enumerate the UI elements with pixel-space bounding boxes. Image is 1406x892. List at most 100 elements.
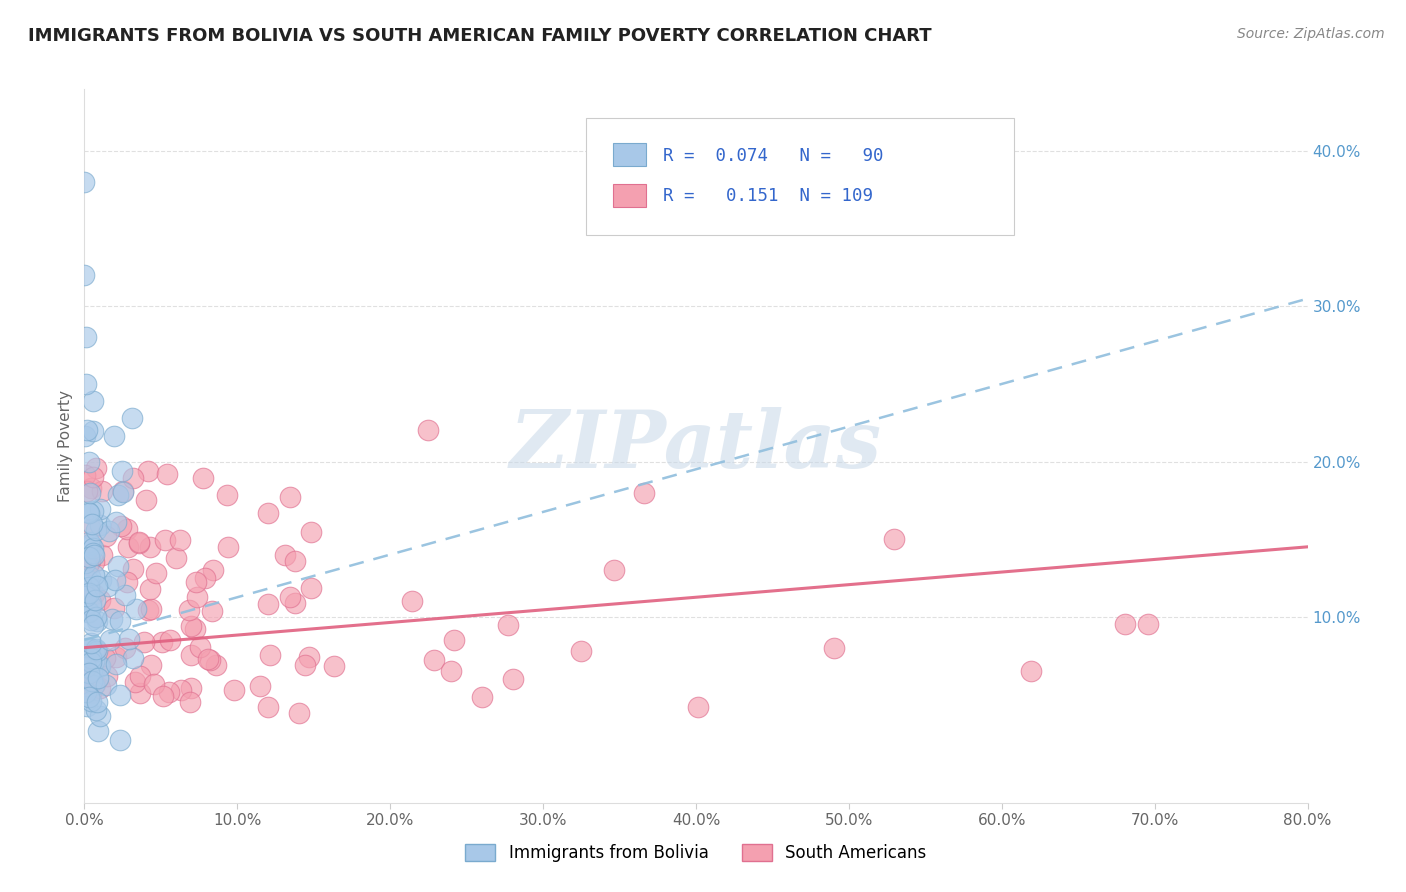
Point [89,592,111,607]
Point [138,582,160,596]
Point [84,609,107,624]
Point [82,541,104,555]
Point [112,484,135,499]
Point [90,484,112,499]
Point [79,570,101,584]
Point [103,600,125,615]
Point [77,573,100,587]
Point [217,541,239,555]
Point [87,671,110,685]
Point [80,613,103,627]
Point [108,688,131,702]
Point [186,590,208,604]
Point [284,554,307,568]
Point [114,588,136,602]
Point [91,549,114,563]
Point [177,602,200,616]
Point [83,548,105,562]
Point [110,615,132,629]
Point [114,641,136,656]
Point [73,468,96,483]
Point [83,555,105,569]
Point [83,676,105,690]
Point [418,424,440,438]
Point [323,659,346,673]
Point [86,615,108,629]
Point [84,644,107,658]
Point [299,524,322,539]
Point [128,669,150,683]
Point [165,550,187,565]
Point [108,733,131,747]
Point [294,657,316,672]
Point [80,651,103,665]
Point [77,454,100,468]
Point [86,579,108,593]
Point [86,695,108,709]
Point [79,537,101,551]
Point [82,673,104,688]
Text: IMMIGRANTS FROM BOLIVIA VS SOUTH AMERICAN FAMILY POVERTY CORRELATION CHART: IMMIGRANTS FROM BOLIVIA VS SOUTH AMERICA… [28,27,932,45]
Point [110,464,132,478]
Point [75,557,97,571]
Point [217,488,239,502]
Point [77,605,100,619]
Point [1114,617,1136,632]
Point [96,529,118,543]
FancyBboxPatch shape [613,184,645,207]
Point [103,429,125,443]
Point [77,535,100,549]
Point [439,664,461,678]
Point [76,483,98,498]
Point [115,522,138,536]
Point [201,604,224,618]
Point [180,619,202,633]
Point [180,681,202,695]
Point [121,411,143,425]
Point [170,683,193,698]
Point [76,640,98,655]
Point [75,685,97,699]
Point [249,680,271,694]
Point [80,636,103,650]
Point [205,657,228,672]
Point [75,552,97,566]
Point [124,675,146,690]
Point [200,652,222,666]
Point [284,596,307,610]
Point [179,695,201,709]
Point [80,694,103,708]
Point [121,471,143,485]
Point [89,658,111,673]
Point [76,667,98,681]
Point [82,617,104,632]
Point [80,516,103,531]
Point [129,686,152,700]
Point [569,644,592,658]
Point [79,596,101,610]
Point [84,642,107,657]
Point [79,485,101,500]
Point [83,678,105,692]
Text: ZIPatlas: ZIPatlas [510,408,882,484]
Point [94,650,117,665]
Point [84,461,107,475]
Point [79,554,101,568]
Point [125,602,148,616]
Point [98,524,121,538]
Point [136,603,159,617]
Point [76,424,98,438]
Point [83,587,105,601]
Point [633,485,655,500]
Point [82,394,104,409]
FancyBboxPatch shape [613,144,645,166]
Point [603,563,626,577]
Point [83,568,105,582]
Point [86,644,108,658]
Point [75,429,97,443]
Point [112,484,135,499]
Point [117,540,139,554]
Point [135,493,157,508]
Point [134,634,156,648]
Point [180,648,202,662]
